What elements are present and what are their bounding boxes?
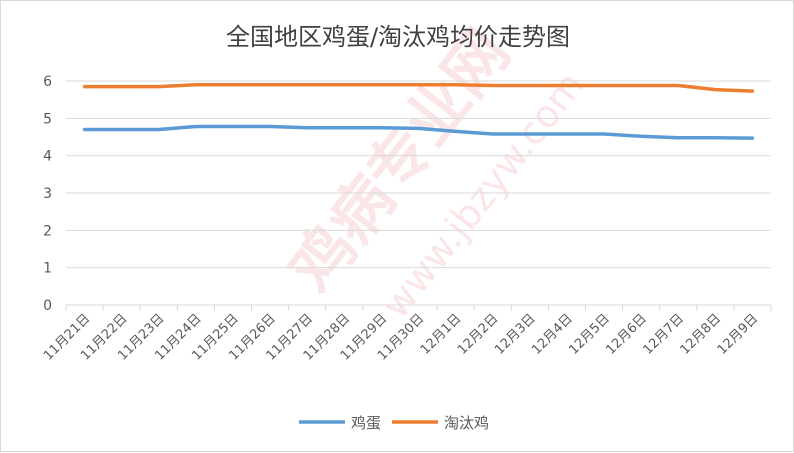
- legend-label-1: 淘汰鸡: [444, 414, 489, 432]
- series-line-0: [82, 124, 755, 140]
- chart-title: 全国地区鸡蛋/淘汰鸡均价走势图: [226, 23, 570, 51]
- y-tick-label: 0: [43, 298, 52, 314]
- gridlines: [66, 80, 771, 306]
- legend-label-0: 鸡蛋: [351, 414, 381, 432]
- series-group: [82, 82, 755, 140]
- x-tick-label: 12月9日: [715, 311, 762, 358]
- legend: 鸡蛋 淘汰鸡: [299, 414, 489, 432]
- y-tick-label: 4: [43, 149, 52, 165]
- y-tick-label: 1: [43, 261, 52, 277]
- y-tick-label: 3: [43, 186, 52, 202]
- y-tick-label: 6: [43, 74, 52, 90]
- y-axis: 0 1 2 3 4 5 6: [43, 74, 52, 314]
- y-tick-label: 5: [43, 111, 52, 127]
- y-tick-label: 2: [43, 223, 52, 239]
- series-line-1: [82, 82, 755, 93]
- watermark: 鸡病专业网 www.jbzyw.com: [275, 16, 592, 327]
